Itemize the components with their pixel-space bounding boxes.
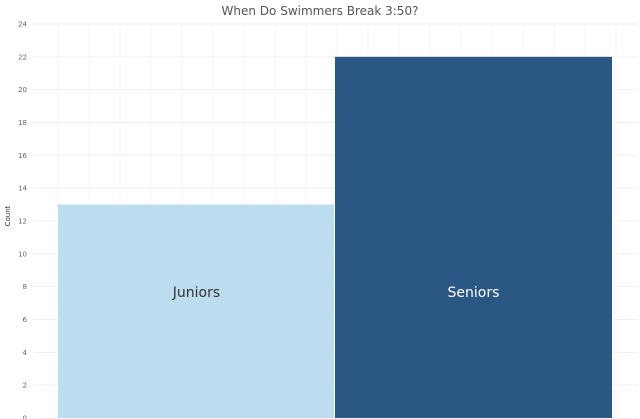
y-tick-label: 16 bbox=[18, 152, 27, 160]
bar-seniors[interactable] bbox=[335, 56, 612, 418]
y-tick-label: 8 bbox=[23, 283, 27, 291]
y-tick-label: 24 bbox=[18, 21, 27, 29]
y-tick-label: 10 bbox=[18, 250, 27, 258]
bar-label-seniors: Seniors bbox=[448, 285, 500, 301]
y-tick-label: 22 bbox=[18, 53, 27, 61]
bar-label-juniors: Juniors bbox=[172, 285, 220, 301]
y-tick-label: 2 bbox=[23, 382, 27, 390]
y-tick-label: 4 bbox=[23, 349, 28, 357]
y-tick-label: 0 bbox=[23, 415, 27, 419]
y-tick-label: 14 bbox=[18, 185, 27, 193]
y-tick-label: 6 bbox=[23, 316, 28, 324]
bar-juniors[interactable] bbox=[58, 204, 334, 418]
chart-title: When Do Swimmers Break 3:50? bbox=[221, 4, 419, 18]
y-tick-label: 12 bbox=[18, 218, 27, 226]
y-tick-label: 18 bbox=[18, 119, 27, 127]
bars bbox=[58, 56, 612, 418]
y-tick-label: 20 bbox=[18, 86, 27, 94]
bar-labels: Juniors Seniors bbox=[172, 285, 500, 301]
